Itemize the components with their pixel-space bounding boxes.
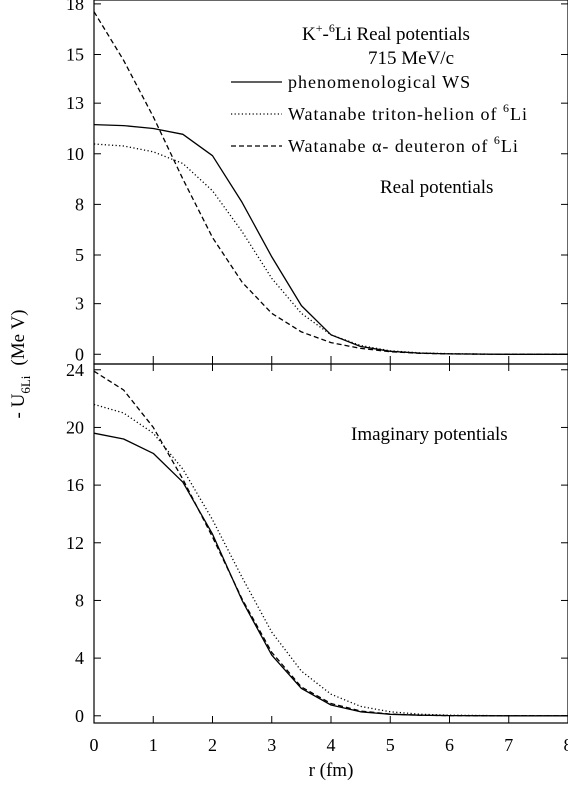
bottom-series-group [93,370,568,717]
bottom-series-solid [93,432,568,717]
top-title: K+-6Li Real potentials [302,21,470,45]
bottom-y-tick-label: 24 [66,360,84,380]
momentum-label: 715 MeV/c [368,48,454,69]
bottom-y-tick-label: 12 [66,533,84,553]
legend-label-deuteron: Watanabe α- deuteron of 6Li [288,133,519,156]
bottom-series-dotted [93,403,568,717]
top-y-axis: 0 3 5 8 10 13 15 18 [66,0,568,364]
y-axis-label: - U6Li(Me V) [8,310,33,419]
x-tick-label: 5 [386,735,395,755]
x-tick-label: 1 [149,735,158,755]
x-tick-label: 8 [564,735,568,755]
top-y-tick-label: 8 [75,194,84,214]
imaginary-potentials-label: Imaginary potentials [351,424,508,445]
top-y-tick-label: 18 [66,0,84,14]
x-axis: 0 1 2 3 4 5 6 7 8 [90,356,568,755]
top-y-tick-label: 10 [66,144,84,164]
top-y-tick-label: 5 [75,245,84,265]
bottom-y-tick-label: 0 [75,706,84,726]
bottom-y-tick-label: 4 [75,648,84,668]
top-y-tick-label: 3 [75,294,84,314]
bottom-y-axis: 0 4 8 12 16 20 24 [66,360,568,726]
top-y-tick-label: 13 [66,93,84,113]
bottom-plot-frame [93,363,568,724]
bottom-series-dashed [93,370,568,717]
x-tick-label: 7 [504,735,513,755]
top-series-solid [93,123,568,355]
x-tick-label: 3 [267,735,276,755]
real-potentials-label: Real potentials [380,177,493,198]
top-plot-frame [93,0,568,365]
legend-label-ws: phenomenological WS [288,72,471,92]
bottom-y-tick-label: 16 [66,475,84,495]
legend-label-triton: Watanabe triton-helion of 6Li [288,101,528,124]
x-tick-label: 0 [90,735,99,755]
top-y-tick-label: 15 [66,45,84,65]
top-series-dotted [93,143,568,355]
bottom-y-tick-label: 20 [66,417,84,437]
top-series-dashed [93,11,568,355]
x-tick-label: 2 [208,735,217,755]
bottom-y-tick-label: 8 [75,590,84,610]
top-series-group [93,11,568,355]
x-tick-label: 4 [327,735,336,755]
legend: phenomenological WS Watanabe triton-heli… [231,72,528,156]
x-axis-label: r (fm) [309,760,354,781]
top-y-tick-label: 0 [75,344,84,364]
x-tick-label: 6 [445,735,454,755]
